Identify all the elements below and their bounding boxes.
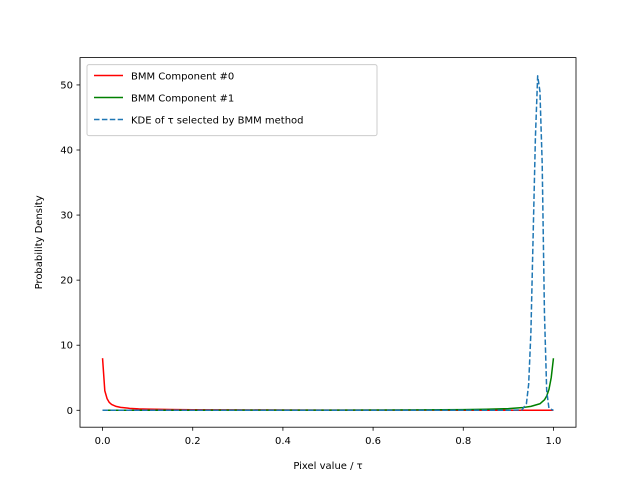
legend-label-component-0: BMM Component #0 <box>131 72 234 83</box>
y-tick-label: 30 <box>60 211 73 222</box>
series-line-2 <box>102 75 554 412</box>
y-tick-label: 50 <box>60 80 73 91</box>
legend-label-kde: KDE of τ selected by BMM method <box>131 116 304 127</box>
x-tick-label: 0.8 <box>455 436 471 447</box>
x-axis-ticks: 0.0 0.2 0.4 0.6 0.8 1.0 <box>95 427 562 447</box>
plot-lines <box>101 75 555 412</box>
legend: BMM Component #0 BMM Component #1 KDE of… <box>86 64 378 137</box>
y-axis-label: Probability Density <box>34 195 45 289</box>
y-axis-ticks: 0 10 20 30 40 50 <box>60 80 80 417</box>
x-tick-label: 0.2 <box>185 436 201 447</box>
legend-box <box>86 64 378 137</box>
x-axis-label: Pixel value / τ <box>293 461 362 472</box>
y-tick-label: 0 <box>67 406 73 417</box>
y-tick-label: 40 <box>60 146 73 157</box>
axes-frame <box>79 57 577 428</box>
x-tick-label: 0.4 <box>275 436 291 447</box>
x-tick-label: 1.0 <box>546 436 562 447</box>
y-tick-label: 20 <box>60 276 73 287</box>
x-tick-label: 0.0 <box>95 436 111 447</box>
y-tick-label: 10 <box>60 341 73 352</box>
x-tick-label: 0.6 <box>365 436 381 447</box>
legend-label-component-1: BMM Component #1 <box>131 94 234 105</box>
